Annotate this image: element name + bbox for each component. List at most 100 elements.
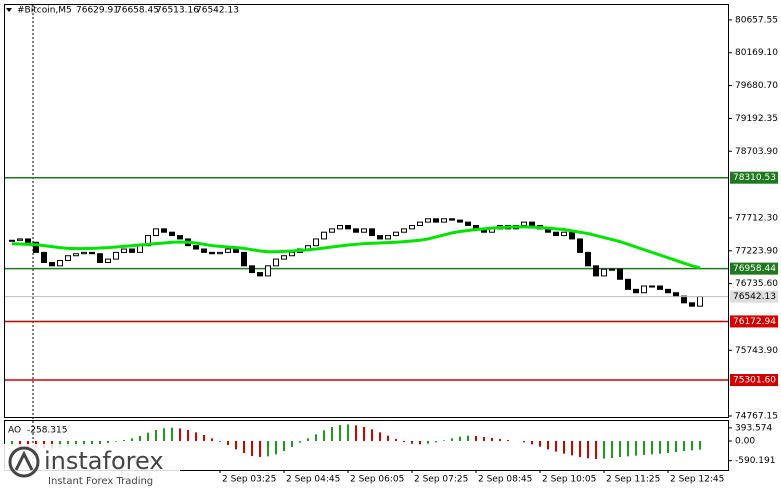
menu-arrow	[6, 8, 12, 12]
candle	[121, 248, 127, 253]
y-tick-label: 79680.70	[735, 81, 778, 91]
candle	[337, 224, 343, 230]
candle	[625, 278, 631, 290]
ao-current: -258.315	[27, 426, 67, 436]
candle	[465, 221, 471, 226]
watermark-brand: instaforex	[44, 447, 164, 475]
ao-tick-label: -590.191	[735, 456, 775, 466]
candle	[97, 253, 103, 263]
level-label-bg	[730, 315, 778, 328]
y-tick-label: 75743.90	[735, 346, 778, 356]
candle	[457, 219, 463, 223]
candle	[329, 228, 335, 233]
candle	[385, 235, 391, 240]
ohlc-low: 76513.16	[156, 6, 199, 16]
candle	[529, 221, 535, 226]
plot: 80657.55 80169.10 79680.70 79192.35 78703.90…	[5, 15, 778, 485]
x-tick-label: 2 Sep 10:05	[542, 475, 596, 485]
candle	[345, 224, 351, 230]
last-price-label: 76542.13	[733, 292, 776, 302]
candle	[649, 285, 655, 288]
candle	[73, 253, 79, 257]
candle	[353, 228, 359, 233]
candle	[33, 241, 39, 253]
candle	[281, 255, 287, 260]
main-frame	[4, 4, 729, 418]
candle	[249, 265, 255, 274]
candle	[209, 251, 215, 255]
x-tick-label: 2 Sep 12:45	[670, 475, 724, 485]
candle	[57, 259, 63, 267]
level-label-bg	[730, 262, 778, 275]
candle	[417, 221, 423, 226]
level-label: 76172.94	[733, 317, 776, 327]
moving-average	[11, 225, 701, 270]
candle	[553, 231, 559, 237]
y-tick-label: 77712.30	[735, 213, 778, 223]
ao-tick-label: 0.00	[735, 437, 755, 447]
candle	[401, 228, 407, 233]
candle	[393, 231, 399, 237]
ohlc-close: 76542.13	[196, 6, 239, 16]
candle	[257, 272, 263, 277]
candle	[681, 295, 687, 304]
candle	[601, 268, 607, 277]
candle	[241, 251, 247, 267]
candle	[273, 258, 279, 267]
candle	[361, 228, 367, 233]
candle	[41, 251, 47, 263]
candle	[137, 245, 143, 253]
watermark-logo-mark	[14, 450, 34, 471]
x-tick-label: 2 Sep 08:45	[478, 475, 532, 485]
candle	[161, 228, 167, 233]
level-label-bg	[730, 374, 778, 387]
candle	[217, 251, 223, 255]
candle	[265, 265, 271, 277]
candle	[617, 268, 623, 280]
candle	[433, 218, 439, 223]
candle	[321, 231, 327, 240]
candle	[521, 221, 527, 226]
candle	[689, 302, 695, 307]
candle	[577, 238, 583, 253]
x-tick-label: 2 Sep 06:05	[350, 475, 404, 485]
last-price-bg	[730, 290, 778, 303]
x-tick-label: 2 Sep 04:45	[286, 475, 340, 485]
candle	[9, 239, 15, 242]
candle	[105, 258, 111, 263]
candle	[657, 285, 663, 290]
ao-title: AO	[8, 426, 21, 436]
candle	[593, 265, 599, 277]
y-tick-label: 77223.90	[735, 246, 778, 256]
watermark-logo	[8, 446, 40, 478]
ao-tick-label: 393.574	[735, 423, 772, 433]
candle	[65, 255, 71, 261]
level-label-bg	[730, 171, 778, 184]
y-tick-label: 80169.10	[735, 48, 778, 58]
candle	[569, 231, 575, 240]
candle	[377, 235, 383, 240]
watermark-tagline: Instant Forex Trading	[48, 476, 153, 487]
candle	[129, 248, 135, 253]
candle	[25, 238, 31, 243]
candle	[609, 268, 615, 271]
symbol-title: #Bitcoin,M5	[17, 6, 72, 16]
candle	[633, 288, 639, 294]
candle	[113, 251, 119, 260]
candle	[89, 251, 95, 255]
watermark: instaforex Instant Forex Trading	[0, 444, 180, 489]
y-tick-label: 79192.35	[735, 114, 778, 124]
x-tick-label: 2 Sep 07:25	[414, 475, 468, 485]
level-label: 75301.60	[733, 376, 776, 386]
candle	[313, 238, 319, 247]
x-tick-label: 2 Sep 03:25	[222, 475, 276, 485]
y-tick-label: 78703.90	[735, 147, 778, 157]
candle	[409, 224, 415, 230]
candle	[193, 245, 199, 250]
candle	[449, 218, 455, 221]
candle	[201, 248, 207, 253]
candle	[225, 248, 231, 253]
level-label: 78310.53	[733, 173, 776, 183]
